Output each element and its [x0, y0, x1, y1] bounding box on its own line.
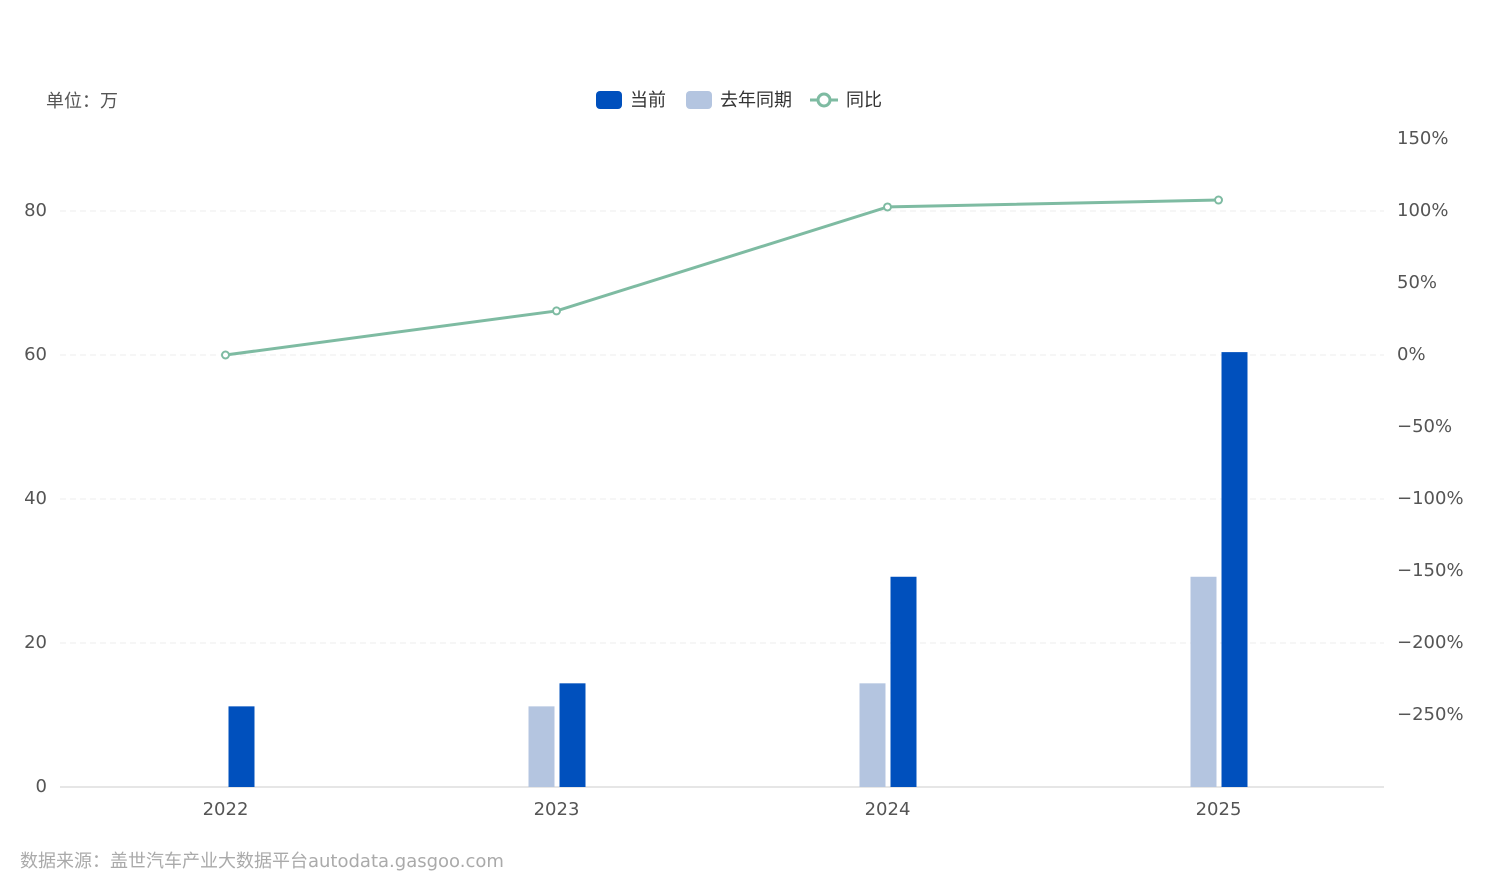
line-point [221, 350, 230, 360]
legend-label: 去年同期 [720, 90, 792, 111]
y2-tick-label: −50% [1397, 416, 1452, 437]
unit-label: 单位：万 [46, 91, 118, 112]
y2-tick-label: −250% [1397, 704, 1464, 725]
line-point [883, 202, 892, 212]
y2-tick-label: 100% [1397, 200, 1448, 221]
y-tick-label: 40 [24, 488, 47, 509]
legend-label: 同比 [846, 90, 882, 111]
y2-tick-label: −200% [1397, 632, 1464, 653]
y-tick-label: 20 [24, 632, 47, 653]
y2-tick-label: −150% [1397, 560, 1464, 581]
x-tick-label: 2023 [534, 799, 580, 820]
legend-label: 当前 [630, 90, 666, 111]
y-tick-label: 60 [24, 344, 47, 365]
x-tick-label: 2022 [203, 799, 249, 820]
bar [890, 576, 917, 787]
bar [528, 706, 555, 787]
x-tick-label: 2024 [865, 799, 911, 820]
x-tick-label: 2025 [1196, 799, 1242, 820]
y-tick-label: 80 [24, 200, 47, 221]
source-note: 数据来源：盖世汽车产业大数据平台autodata.gasgoo.com [20, 851, 504, 872]
y2-tick-label: 50% [1397, 272, 1437, 293]
legend-swatch [686, 91, 712, 109]
y2-tick-label: 150% [1397, 128, 1448, 149]
bar [559, 683, 586, 787]
bar [1190, 576, 1217, 787]
legend-swatch [596, 91, 622, 109]
line-point [552, 306, 561, 316]
bar [1221, 352, 1248, 787]
y-tick-label: 0 [36, 776, 47, 797]
y2-tick-label: 0% [1397, 344, 1426, 365]
legend-swatch [816, 92, 832, 108]
bar [228, 706, 255, 787]
line-point [1214, 195, 1223, 205]
y2-tick-label: −100% [1397, 488, 1464, 509]
bar [859, 683, 886, 787]
line [225, 198, 1219, 357]
